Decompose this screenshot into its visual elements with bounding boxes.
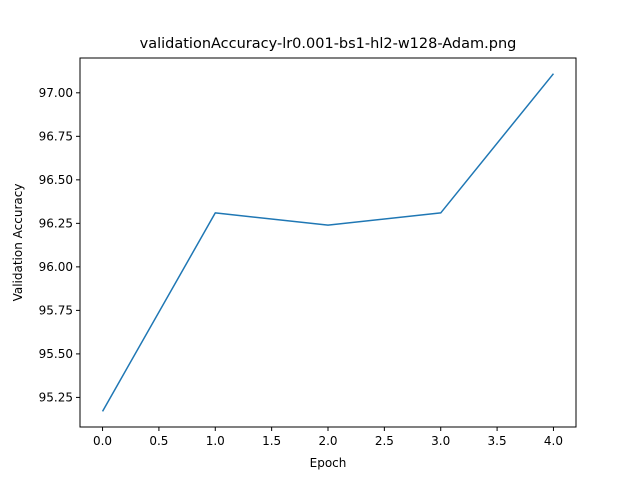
- x-tick-label: 0.0: [93, 434, 112, 448]
- x-tick-label: 1.0: [206, 434, 225, 448]
- x-tick-label: 3.0: [431, 434, 450, 448]
- x-axis: 0.0 0.5 1.0 1.5 2.0 2.5 3.0 3.5 4.0: [93, 427, 563, 448]
- x-tick-label: 3.5: [488, 434, 507, 448]
- x-tick-label: 2.0: [318, 434, 337, 448]
- x-axis-label: Epoch: [310, 456, 347, 470]
- y-tick-label: 96.50: [39, 173, 73, 187]
- x-tick-label: 0.5: [149, 434, 168, 448]
- y-tick-label: 95.25: [39, 390, 73, 404]
- plot-area: [101, 73, 555, 412]
- y-tick-label: 95.75: [39, 303, 73, 317]
- y-tick-label: 96.25: [39, 216, 73, 230]
- series-line: [101, 73, 555, 412]
- y-tick-label: 96.00: [39, 260, 73, 274]
- plot-frame: [79, 57, 577, 428]
- x-tick-label: 4.0: [544, 434, 563, 448]
- y-axis-label: Validation Accuracy: [11, 184, 25, 302]
- chart-title: validationAccuracy-lr0.001-bs1-hl2-w128-…: [140, 36, 517, 52]
- x-tick-label: 2.5: [375, 434, 394, 448]
- y-tick-label: 96.75: [39, 129, 73, 143]
- y-tick-label: 97.00: [39, 86, 73, 100]
- x-tick-label: 1.5: [262, 434, 281, 448]
- y-axis: 95.25 95.50 95.75 96.00 96.25 96.50 96.75 97.00: [39, 86, 80, 404]
- y-tick-label: 95.50: [39, 347, 73, 361]
